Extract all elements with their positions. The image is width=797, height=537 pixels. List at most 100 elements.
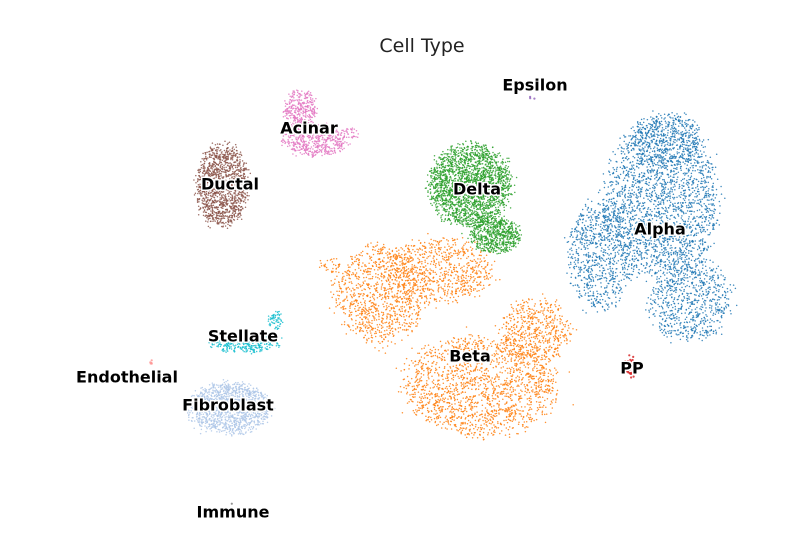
cell-point xyxy=(669,247,671,249)
cell-point xyxy=(689,270,692,272)
cell-point xyxy=(604,244,607,246)
cell-point xyxy=(669,171,672,173)
cell-point xyxy=(671,112,673,114)
cell-point xyxy=(640,128,643,131)
cell-point xyxy=(713,298,716,301)
cell-point xyxy=(688,136,691,139)
cell-point xyxy=(645,242,648,245)
cell-point xyxy=(712,276,714,279)
cell-point xyxy=(670,335,673,338)
cell-point xyxy=(711,189,713,191)
cell-point xyxy=(655,287,657,290)
cell-point xyxy=(636,138,639,140)
cell-point xyxy=(653,162,656,165)
cell-point xyxy=(624,205,626,208)
cell-point xyxy=(644,242,647,244)
cell-point xyxy=(620,288,622,291)
cell-point xyxy=(348,310,351,312)
cell-point xyxy=(661,251,663,254)
cell-point xyxy=(388,261,390,263)
cell-point xyxy=(687,263,690,265)
cell-point xyxy=(528,328,531,331)
cell-point xyxy=(579,266,582,269)
cell-point xyxy=(576,231,578,233)
cell-point xyxy=(666,277,668,280)
cell-point xyxy=(622,248,625,251)
cell-point xyxy=(608,248,610,251)
cell-point xyxy=(676,176,679,178)
cell-point xyxy=(662,308,664,310)
cell-point xyxy=(585,278,587,280)
cell-point xyxy=(613,201,615,203)
cell-point xyxy=(714,294,717,296)
cell-point xyxy=(631,189,633,191)
cell-point xyxy=(656,184,658,186)
cell-point xyxy=(660,290,662,293)
cell-point xyxy=(692,183,694,185)
cell-point xyxy=(688,223,691,225)
cell-point xyxy=(669,201,672,203)
cell-point xyxy=(707,190,709,192)
cell-point xyxy=(428,390,431,392)
cell-point xyxy=(626,237,629,240)
cell-point xyxy=(662,302,664,304)
cell-point xyxy=(620,258,622,260)
cell-point xyxy=(653,248,655,251)
cell-point xyxy=(601,231,604,234)
cell-point xyxy=(525,332,527,334)
cell-point xyxy=(574,256,576,259)
cell-point xyxy=(686,235,688,237)
cell-point xyxy=(456,429,458,431)
cell-point xyxy=(514,418,517,421)
cell-point xyxy=(649,178,652,181)
cell-point xyxy=(599,189,601,191)
cell-point xyxy=(690,303,693,305)
cell-point xyxy=(685,316,688,319)
cell-point xyxy=(663,244,665,247)
cell-point xyxy=(681,293,684,295)
cell-point xyxy=(672,280,675,283)
cell-point xyxy=(575,226,578,228)
cell-point xyxy=(651,140,654,143)
cell-point xyxy=(684,172,686,174)
cell-point xyxy=(666,240,669,243)
cell-point xyxy=(692,198,694,201)
cell-point xyxy=(604,218,607,221)
cell-point xyxy=(701,166,704,169)
cell-point xyxy=(683,192,685,195)
cell-point xyxy=(449,296,452,299)
cell-point xyxy=(478,289,480,292)
cell-point xyxy=(671,289,673,291)
cell-point xyxy=(680,131,682,134)
cell-point xyxy=(638,204,640,207)
cell-point xyxy=(611,183,613,186)
cell-point xyxy=(683,327,686,329)
cell-point xyxy=(658,322,661,324)
cell-point xyxy=(695,288,697,291)
cell-point xyxy=(672,208,675,211)
cell-point xyxy=(639,127,641,129)
cell-point xyxy=(665,301,667,303)
cell-point xyxy=(447,274,450,276)
cell-point xyxy=(625,143,627,145)
cell-point xyxy=(578,295,580,298)
cell-point xyxy=(678,185,681,188)
cell-point xyxy=(670,331,672,334)
cell-point xyxy=(691,309,693,311)
cell-point xyxy=(695,196,698,198)
cell-point xyxy=(658,228,660,230)
cell-point xyxy=(505,393,508,395)
cell-point xyxy=(675,291,677,293)
cell-point xyxy=(636,194,638,197)
cell-point xyxy=(696,131,698,134)
cell-point xyxy=(704,310,706,312)
cell-point xyxy=(539,369,542,371)
cell-point xyxy=(654,298,656,301)
cell-point xyxy=(489,418,491,421)
cell-point xyxy=(698,216,700,219)
cell-point xyxy=(392,265,395,267)
cell-point xyxy=(724,292,727,294)
cell-point xyxy=(701,241,704,243)
cell-point xyxy=(698,289,701,291)
cell-point xyxy=(692,143,695,146)
